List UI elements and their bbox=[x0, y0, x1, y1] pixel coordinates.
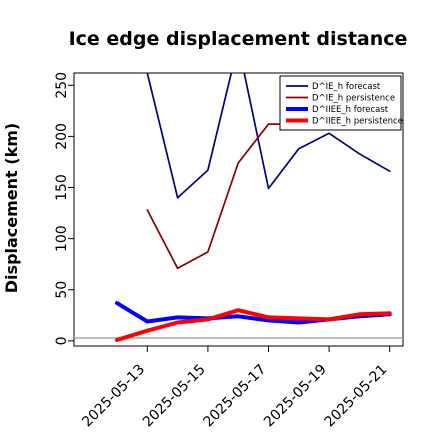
y-axis-label: Displacement (km) bbox=[2, 123, 21, 293]
x-tick-label: 2025-05-19 bbox=[261, 362, 330, 431]
x-tick-label: 2025-05-15 bbox=[140, 362, 209, 431]
legend-label: D^IIEE_h persistence bbox=[312, 117, 403, 127]
series-layer bbox=[115, 73, 392, 342]
chart-title: Ice edge displacement distance bbox=[69, 28, 408, 50]
y-tick-label: 250 bbox=[54, 72, 70, 99]
y-tick-label: 100 bbox=[54, 225, 70, 252]
x-tick-label: 2025-05-21 bbox=[322, 362, 391, 431]
series-line bbox=[146, 123, 391, 270]
y-tick-label: 200 bbox=[54, 123, 70, 150]
x-tick-label: 2025-05-13 bbox=[79, 362, 148, 431]
x-tick-label: 2025-05-17 bbox=[200, 362, 269, 431]
plot-frame bbox=[73, 72, 404, 347]
legend-label: D^IE_h forecast bbox=[312, 82, 381, 92]
y-tick-label: 0 bbox=[54, 336, 70, 345]
legend-label: D^IIEE_h forecast bbox=[312, 105, 389, 115]
legend-label: D^IE_h persistence bbox=[312, 94, 395, 104]
y-tick-label: 50 bbox=[54, 281, 70, 299]
x-axis: 2025-05-132025-05-152025-05-172025-05-19… bbox=[79, 346, 391, 431]
series-line bbox=[146, 73, 391, 199]
y-tick-label: 150 bbox=[54, 174, 70, 201]
series-line bbox=[115, 308, 392, 342]
y-axis: 0 50 100 150 200 250 bbox=[54, 72, 74, 345]
